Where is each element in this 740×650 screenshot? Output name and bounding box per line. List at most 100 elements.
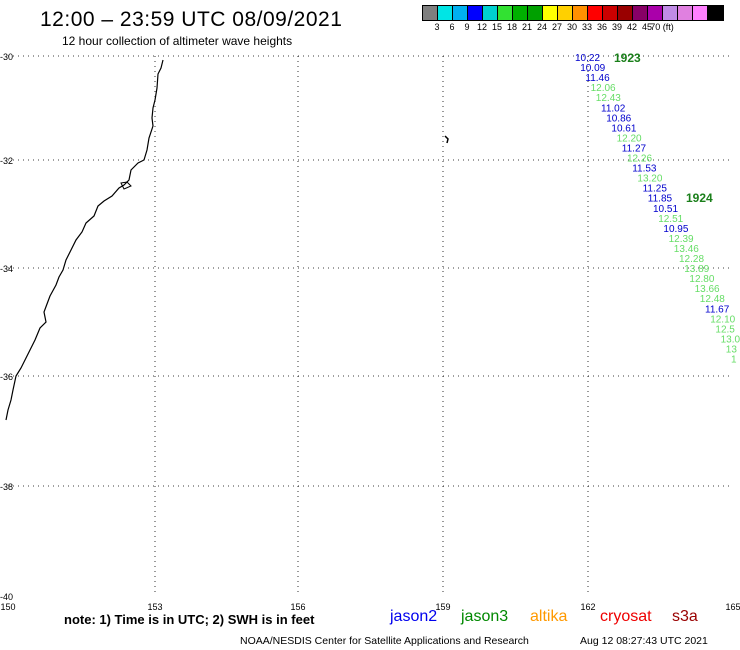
wave-height-value: 11.67	[705, 304, 730, 315]
wave-height-value: 13.0	[721, 334, 740, 345]
latitude-labels: -30 -32 -34 -36 -38 -40	[0, 52, 13, 602]
wave-height-value: 12.39	[669, 234, 694, 245]
wave-height-value: 10.51	[653, 204, 678, 215]
colorbar-label: 30	[566, 22, 578, 32]
colorbar-label: 45	[641, 22, 653, 32]
wave-height-value: 12.28	[679, 254, 704, 265]
longitude-label: 150	[0, 602, 15, 610]
wave-height-value: 12.26	[627, 154, 652, 165]
colorbar-swatch	[573, 6, 588, 20]
longitude-label: 165	[725, 602, 740, 610]
wave-height-value: 11.25	[643, 184, 668, 195]
graticule	[8, 55, 733, 596]
colorbar-label: 33	[581, 22, 593, 32]
latitude-label: -34	[0, 264, 13, 274]
colorbar-label: 3	[434, 22, 440, 32]
wave-height-value: 13.89	[684, 264, 709, 275]
wave-height-value: 1	[731, 355, 737, 366]
colorbar-swatch	[558, 6, 573, 20]
wave-height-value: 12.06	[591, 83, 616, 94]
colorbar-swatch	[528, 6, 543, 20]
colorbar-label: 6	[449, 22, 455, 32]
satellite-legend-jason2: jason2	[390, 608, 438, 625]
map-title: 12:00 – 23:59 UTC 08/09/2021	[40, 8, 343, 31]
latitude-label: -32	[0, 156, 13, 166]
colorbar-swatch	[603, 6, 618, 20]
wave-height-value: 12.5	[715, 324, 735, 335]
longitude-label: 162	[580, 602, 595, 610]
wave-height-value: 10.95	[663, 224, 688, 235]
colorbar-swatch	[678, 6, 693, 20]
latitude-label: -30	[0, 52, 13, 62]
colorbar-swatch	[648, 6, 663, 20]
latitude-label: -36	[0, 372, 13, 382]
wave-height-value: 11.85	[648, 194, 673, 205]
longitude-label: 153	[147, 602, 162, 610]
satellite-legend-altika: altika	[530, 608, 568, 625]
wave-height-value: 13.20	[637, 174, 662, 185]
timestamp-text: Aug 12 08:27:43 UTC 2021	[580, 635, 708, 647]
colorbar-label: 21	[521, 22, 533, 32]
coastline	[5, 59, 164, 421]
colorbar-swatch	[468, 6, 483, 20]
wave-height-value: 12.10	[710, 314, 735, 325]
lord-howe-island	[444, 135, 449, 144]
colorbar-swatch	[498, 6, 513, 20]
colorbar-label: 18	[506, 22, 518, 32]
wave-height-value: 10.61	[611, 123, 636, 134]
wave-height-value: 13	[726, 344, 738, 355]
wave-height-value: 11.02	[601, 103, 626, 114]
colorbar-labels: 3 6 9 12 15 18 21 24 27 30 33 36 39 42 45 70 (ft)	[422, 22, 740, 34]
wave-height-value: 10.09	[580, 63, 605, 74]
satellite-legend-s3a: s3a	[672, 608, 698, 625]
altimeter-map: -30 -32 -34 -36 -38 -40 150 153 156 159 162 165 10…	[0, 51, 740, 610]
colorbar-swatch	[618, 6, 633, 20]
colorbar-swatch	[588, 6, 603, 20]
pass-number: 1923	[614, 51, 641, 65]
colorbar-label: 70 (ft)	[650, 22, 674, 32]
colorbar-swatch	[453, 6, 468, 20]
wave-height-colorbar	[422, 5, 724, 21]
colorbar-label: 39	[611, 22, 623, 32]
colorbar-swatch	[438, 6, 453, 20]
wave-height-value: 11.53	[632, 164, 657, 175]
wave-height-value: 12.80	[689, 274, 714, 285]
colorbar-label: 15	[491, 22, 503, 32]
wave-height-value: 13.66	[695, 284, 720, 295]
colorbar-swatch	[693, 6, 708, 20]
wave-height-value: 11.27	[622, 143, 647, 154]
colorbar-swatch	[633, 6, 648, 20]
colorbar-label: 12	[476, 22, 488, 32]
wave-height-value: 11.46	[585, 73, 610, 84]
colorbar-swatch	[543, 6, 558, 20]
wave-height-value: 12.51	[658, 214, 683, 225]
pass-number: 1924	[686, 191, 713, 205]
wave-height-value: 13.46	[674, 244, 699, 255]
colorbar-label: 24	[536, 22, 548, 32]
colorbar-label: 36	[596, 22, 608, 32]
altimeter-track: 10.2210.0911.4612.0612.4311.0210.8610.61…	[575, 53, 740, 366]
map-subtitle: 12 hour collection of altimeter wave hei…	[62, 34, 293, 48]
latitude-label: -40	[0, 592, 13, 602]
longitude-labels: 150 153 156 159 162 165	[0, 602, 740, 610]
colorbar-label: 9	[464, 22, 470, 32]
wave-height-value: 10.86	[606, 113, 631, 124]
wave-height-value: 10.22	[575, 53, 600, 64]
latitude-label: -38	[0, 482, 13, 492]
satellite-legend-cryosat: cryosat	[600, 608, 652, 625]
note-text: note: 1) Time is in UTC; 2) SWH is in fe…	[64, 612, 315, 627]
colorbar-label: 42	[626, 22, 638, 32]
satellite-legend-jason3: jason3	[461, 608, 509, 625]
colorbar-swatch	[663, 6, 678, 20]
coastline-island	[120, 181, 132, 190]
pass-labels: 1923 1924	[614, 51, 713, 205]
longitude-label: 159	[435, 602, 450, 610]
colorbar-swatch	[708, 6, 723, 20]
colorbar-swatch	[513, 6, 528, 20]
credit-text: NOAA/NESDIS Center for Satellite Applica…	[240, 635, 529, 647]
wave-height-value: 12.48	[700, 294, 725, 305]
colorbar-label: 27	[551, 22, 563, 32]
colorbar-swatch	[423, 6, 438, 20]
wave-height-value: 12.43	[596, 93, 621, 104]
colorbar-swatch	[483, 6, 498, 20]
